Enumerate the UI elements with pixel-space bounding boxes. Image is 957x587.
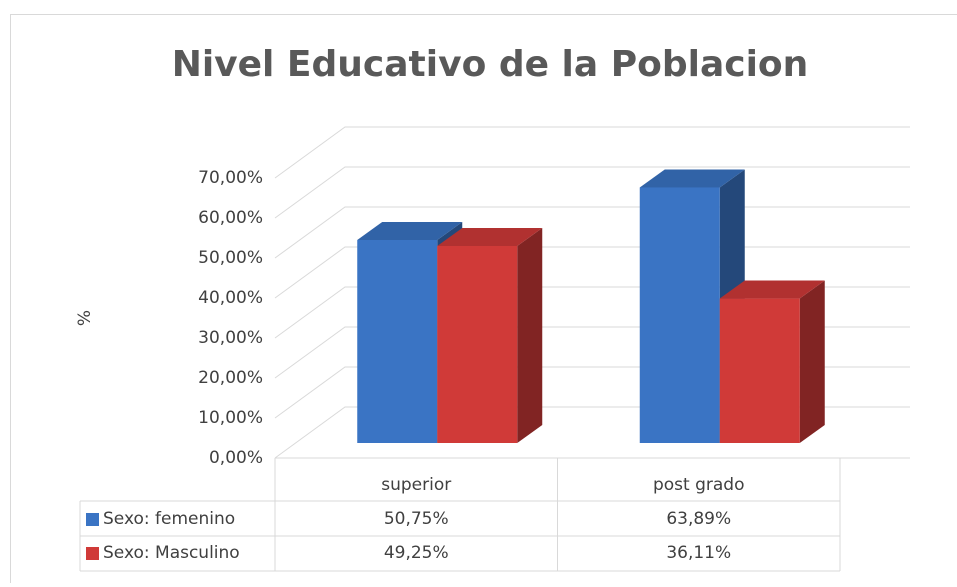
data-label: 63,89%: [666, 509, 731, 529]
legend-label: Sexo: femenino: [103, 509, 235, 529]
data-label: 49,25%: [384, 543, 449, 563]
y-tick-label: 20,00%: [198, 368, 263, 388]
y-axis-label: %: [75, 310, 95, 326]
y-tick-label: 50,00%: [198, 248, 263, 268]
bar: [720, 299, 800, 443]
bar: [640, 187, 720, 443]
data-label: 50,75%: [384, 509, 449, 529]
bar-side: [800, 281, 825, 443]
y-tick-label: 60,00%: [198, 208, 263, 228]
x-tick-label: post grado: [653, 475, 745, 495]
bar: [437, 246, 517, 443]
bar-side: [517, 228, 542, 443]
data-label: 36,11%: [666, 543, 731, 563]
y-tick-label: 10,00%: [198, 408, 263, 428]
legend-swatch: [86, 513, 99, 526]
x-tick-label: superior: [381, 475, 451, 495]
y-tick-label: 0,00%: [209, 448, 263, 468]
y-tick-label: 70,00%: [198, 168, 263, 188]
legend-swatch: [86, 547, 99, 560]
bar: [357, 240, 437, 443]
y-tick-label: 40,00%: [198, 288, 263, 308]
y-tick-label: 30,00%: [198, 328, 263, 348]
legend-label: Sexo: Masculino: [103, 543, 240, 563]
chart-title: Nivel Educativo de la Poblacion: [172, 44, 809, 85]
